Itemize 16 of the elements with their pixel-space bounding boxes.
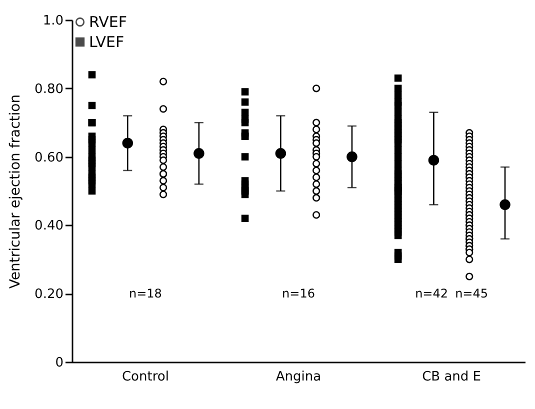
annotation: n=18	[128, 286, 162, 301]
y-tick-label: 0.60	[34, 150, 64, 166]
y-tick-label: 1.0	[42, 14, 64, 28]
legend-label: LVEF	[89, 33, 124, 51]
x-tick-label: Control	[122, 370, 169, 384]
legend-label: RVEF	[89, 13, 127, 31]
x-tick-label: CB and E	[422, 370, 482, 384]
y-tick-label: 0.80	[34, 82, 64, 97]
y-tick-label: 0.20	[34, 287, 64, 302]
y-tick-label: 0.40	[34, 218, 64, 234]
annotation: n=16	[282, 286, 315, 301]
x-tick-label: Angina	[276, 370, 322, 384]
annotation: n=45	[455, 286, 488, 301]
y-axis-title: Ventricular ejection fraction	[8, 94, 24, 289]
y-tick-label: 0	[55, 356, 64, 370]
annotation: n=42	[415, 286, 448, 301]
